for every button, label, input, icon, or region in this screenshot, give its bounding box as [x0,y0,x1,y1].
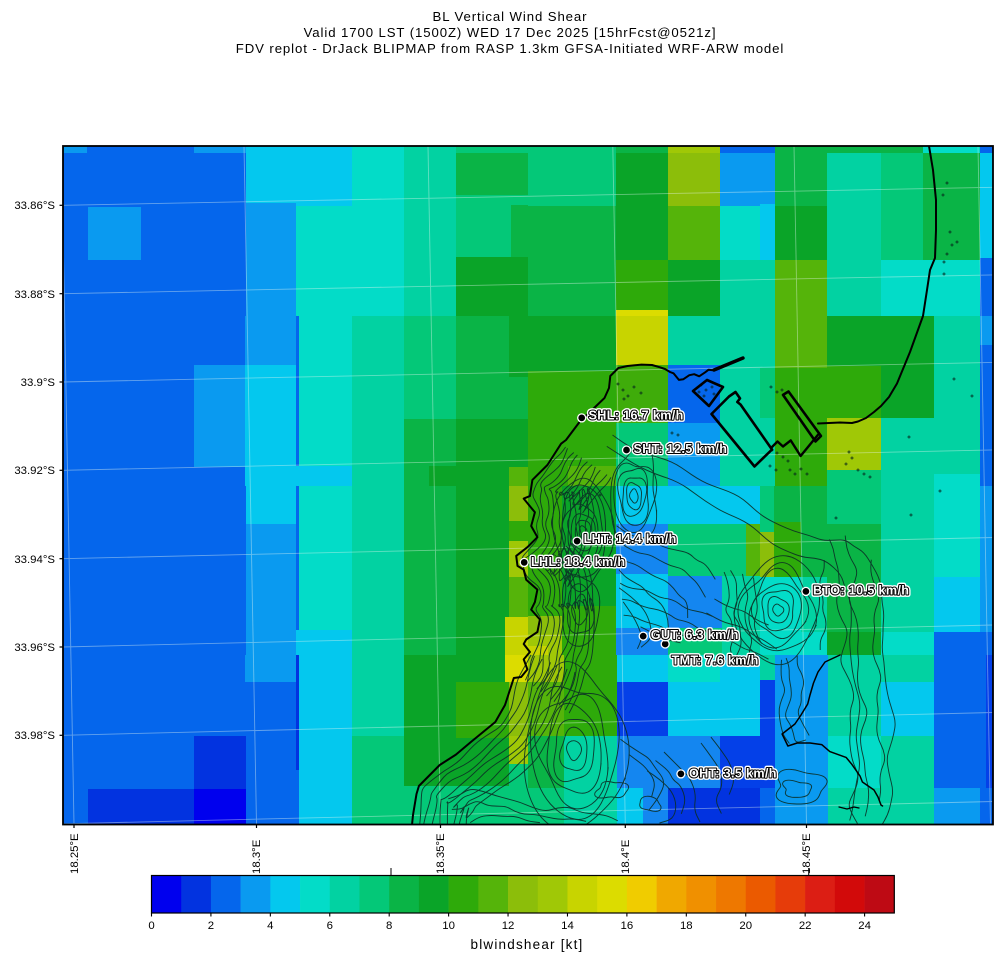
svg-text:20: 20 [739,920,752,932]
svg-text:18.4°E: 18.4°E [620,839,632,874]
svg-text:10: 10 [442,920,455,932]
svg-text:SHL: 16.7 km/h: SHL: 16.7 km/h [589,409,684,423]
svg-text:LHT: 14.4 km/h: LHT: 14.4 km/h [584,532,677,546]
svg-text:BTO: 10.5 km/h: BTO: 10.5 km/h [813,584,909,598]
svg-text:24: 24 [858,920,871,932]
svg-text:2: 2 [208,920,214,932]
svg-text:TMT: 7.6 km/h: TMT: 7.6 km/h [672,654,759,668]
svg-text:LHL: 18.4 km/h: LHL: 18.4 km/h [531,555,625,569]
svg-text:18.3°E: 18.3°E [251,839,263,874]
svg-text:33.96°S: 33.96°S [14,642,55,654]
svg-text:8: 8 [386,920,392,932]
svg-text:18.25°E: 18.25°E [69,833,81,874]
svg-text:33.88°S: 33.88°S [14,289,55,301]
svg-text:33.92°S: 33.92°S [14,465,55,477]
svg-text:GUT: 6.3 km/h: GUT: 6.3 km/h [651,628,739,642]
svg-text:Valid 1700 LST (1500Z) WED 17: Valid 1700 LST (1500Z) WED 17 Dec 2025 [… [304,25,717,40]
svg-text:OHT: 3.5 km/h: OHT: 3.5 km/h [689,767,777,781]
svg-text:SHT: 12.5 km/h: SHT: 12.5 km/h [634,442,728,456]
svg-text:GUT: 6.3 km/h: GUT: 6.3 km/h [651,628,739,642]
svg-text:SHT: 12.5 km/h: SHT: 12.5 km/h [634,442,728,456]
svg-text:BL Vertical Wind Shear: BL Vertical Wind Shear [433,9,588,24]
svg-text:12: 12 [502,920,515,932]
svg-text:blwindshear [kt]: blwindshear [kt] [471,937,584,952]
svg-text:TMT: 7.6 km/h: TMT: 7.6 km/h [672,654,759,668]
svg-text:0: 0 [148,920,154,932]
svg-text:LHL: 18.4 km/h: LHL: 18.4 km/h [531,555,625,569]
svg-text:14: 14 [561,920,574,932]
svg-text:6: 6 [327,920,333,932]
svg-text:FDV replot - DrJack BLIPMAP fr: FDV replot - DrJack BLIPMAP from RASP 1.… [236,41,784,56]
svg-text:18: 18 [680,920,693,932]
svg-text:22: 22 [799,920,812,932]
svg-text:33.94°S: 33.94°S [14,554,55,566]
svg-text:OHT: 3.5 km/h: OHT: 3.5 km/h [689,767,777,781]
svg-text:LHT: 14.4 km/h: LHT: 14.4 km/h [584,532,677,546]
svg-text:OHT: 3.5 km/h: OHT: 3.5 km/h [689,767,777,781]
svg-text:33.98°S: 33.98°S [14,730,55,742]
svg-text:LHL: 18.4 km/h: LHL: 18.4 km/h [531,555,625,569]
svg-text:SHL: 16.7 km/h: SHL: 16.7 km/h [589,409,684,423]
svg-text:SHT: 12.5 km/h: SHT: 12.5 km/h [634,442,728,456]
svg-text:LHT: 14.4 km/h: LHT: 14.4 km/h [584,532,677,546]
svg-text:GUT: 6.3 km/h: GUT: 6.3 km/h [651,628,739,642]
svg-text:33.86°S: 33.86°S [14,200,55,212]
svg-text:16: 16 [621,920,634,932]
svg-text:TMT: 7.6 km/h: TMT: 7.6 km/h [672,654,759,668]
svg-text:BTO: 10.5 km/h: BTO: 10.5 km/h [813,584,909,598]
svg-text:SHL: 16.7 km/h: SHL: 16.7 km/h [589,409,684,423]
svg-text:18.35°E: 18.35°E [435,833,447,874]
svg-text:BTO: 10.5 km/h: BTO: 10.5 km/h [813,584,909,598]
svg-text:4: 4 [267,920,273,932]
svg-text:33.9°S: 33.9°S [21,377,56,389]
svg-text:18.45°E: 18.45°E [801,833,813,874]
